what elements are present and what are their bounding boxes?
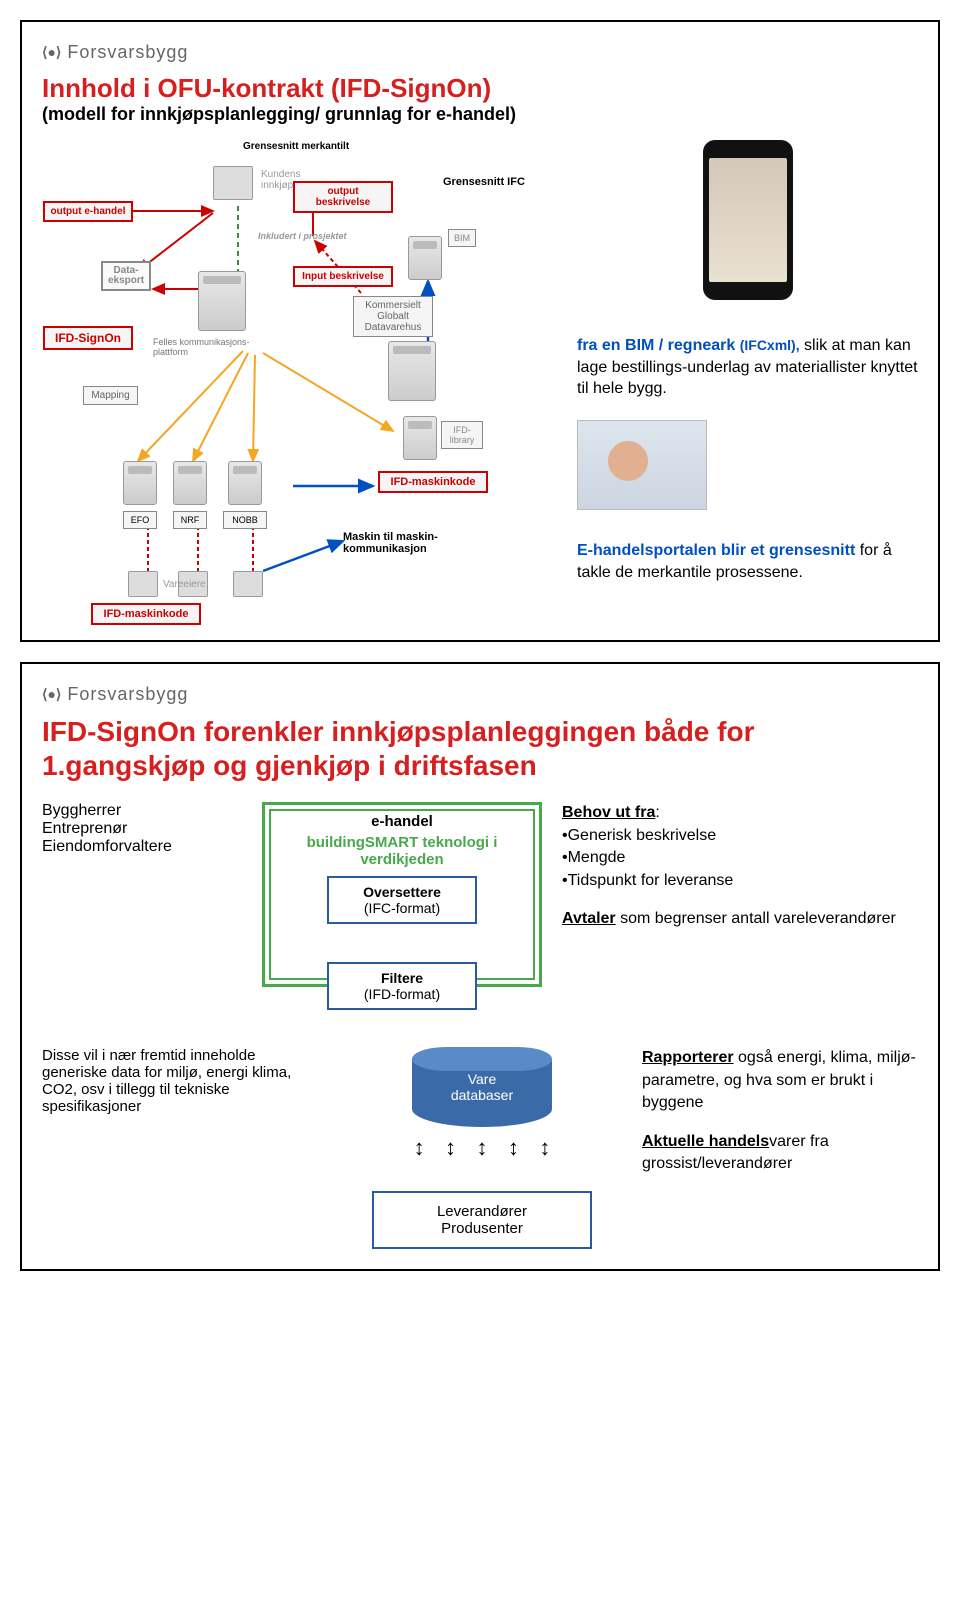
bullet: •Generisk beskrivelse (562, 827, 716, 844)
text-blue: fra en BIM / regneark (577, 337, 740, 354)
slide1-subtitle: (modell for innkjøpsplanlegging/ grunnla… (42, 104, 918, 125)
bullet: •Tidspunkt for leveranse (562, 872, 733, 889)
label-inkludert: Inkludert i prosjektet (258, 231, 347, 241)
hdr: Behov ut fra (562, 804, 655, 821)
hdr: Aktuelle handels (642, 1133, 769, 1150)
role-item: Byggherrer (42, 802, 242, 820)
role-item: Entreprenør (42, 820, 242, 838)
server-icon-2 (388, 341, 436, 401)
updown-arrow-icon: ↕ (477, 1135, 488, 1161)
server-small-icon (408, 236, 442, 280)
label-grensesnitt-merkantilt: Grensesnitt merkantilt (243, 141, 349, 152)
label-ehandel: e-handel (275, 813, 529, 830)
updown-arrow-icon: ↕ (445, 1135, 456, 1161)
box-ifd-maskinkode-2: IFD-maskinkode (91, 603, 201, 625)
box-ifd-library: IFD-library (441, 421, 483, 449)
role-item: Eiendomforvaltere (42, 838, 242, 856)
box-efo: EFO (123, 511, 157, 529)
box-leverandorer: Leverandører Produsenter (372, 1191, 592, 1249)
database-icon: Vare databaser (412, 1047, 552, 1127)
label-grensesnitt-ifc: Grensesnitt IFC (443, 176, 525, 188)
center-stack: e-handel buildingSMART teknologi i verdi… (262, 802, 542, 987)
brand-name: Forsvarsbygg (67, 42, 188, 63)
slide1-right-column: fra en BIM / regneark (IFCxml), slik at … (577, 140, 918, 620)
bullet: •Mengde (562, 849, 625, 866)
architecture-diagram: Grensesnitt merkantilt Kundens innkjøpss… (42, 140, 562, 620)
note-avtaler: Avtaler som begrenser antall vareleveran… (562, 908, 918, 930)
text-blue: E-handelsportalen blir et grensesnitt (577, 542, 855, 559)
brand-logo: ⟨●⟩ Forsvarsbygg (42, 684, 918, 705)
server-ifdlib-icon (403, 416, 437, 460)
box-oversettere: Oversettere (IFC-format) (327, 876, 477, 924)
slide2-title: IFD-SignOn forenkler innkjøpsplanlegging… (42, 715, 918, 782)
monitor-icon (213, 166, 253, 200)
db-label: Vare databaser (447, 1071, 517, 1103)
updown-arrow-icon: ↕ (539, 1135, 550, 1161)
note-behov: Behov ut fra: •Generisk beskrivelse •Men… (562, 802, 918, 892)
iphone-icon (703, 140, 793, 300)
label-bst: buildingSMART teknologi i verdikjeden (275, 834, 529, 868)
cube-icon (173, 461, 207, 505)
label-fif: (IFD-format) (337, 986, 467, 1002)
slide1-title: Innhold i OFU-kontrakt (IFD-SignOn) (42, 73, 918, 104)
green-stack-box: e-handel buildingSMART teknologi i verdi… (262, 802, 542, 987)
updown-arrows: ↕ ↕ ↕ ↕ ↕ (342, 1135, 622, 1161)
label-maskin-kommunikasjon: Maskin til maskin-kommunikasjon (343, 531, 473, 555)
note-rapporterer: Rapporterer også energi, klima, miljø-pa… (642, 1047, 918, 1114)
updown-arrow-icon: ↕ (414, 1135, 425, 1161)
label-ovf: (IFC-format) (337, 900, 467, 916)
box-output-ehandel: output e-handel (43, 201, 133, 222)
label-fi: Filtere (337, 970, 467, 986)
txt: som begrenser antall vareleverandører (616, 910, 896, 927)
hdr: Rapporterer (642, 1049, 734, 1066)
worker-image-icon (577, 420, 707, 510)
label-ov: Oversettere (337, 884, 467, 900)
roles-list: Byggherrer Entreprenør Eiendomforvaltere (42, 802, 242, 856)
text-block-2: E-handelsportalen blir et grensesnitt fo… (577, 540, 918, 583)
box-input-beskrivelse: Input beskrivelse (293, 266, 393, 287)
updown-arrow-icon: ↕ (508, 1135, 519, 1161)
box-output-beskrivelse: output beskrivelse (293, 181, 393, 213)
monitor-small-icon (233, 571, 263, 597)
logo-mark-icon: ⟨●⟩ (42, 686, 61, 703)
right-notes-2: Rapporterer også energi, klima, miljø-pa… (642, 1047, 918, 1191)
cube-icon (123, 461, 157, 505)
lev: Leverandører (384, 1203, 580, 1220)
box-filtere: Filtere (IFD-format) (327, 962, 477, 1010)
box-nrf: NRF (173, 511, 207, 529)
box-nobb: NOBB (223, 511, 267, 529)
label-felles-plattform: Felles kommunikasjons-plattform (153, 337, 283, 357)
box-ifd-maskinkode-1: IFD-maskinkode (378, 471, 488, 493)
box-data-eksport: Data-eksport (101, 261, 151, 291)
hdr: Avtaler (562, 910, 616, 927)
slide-2: ⟨●⟩ Forsvarsbygg IFD-SignOn forenkler in… (20, 662, 940, 1271)
db-stack: Vare databaser ↕ ↕ ↕ ↕ ↕ Leverandører Pr… (342, 1047, 622, 1249)
server-icon (198, 271, 246, 331)
brand-name: Forsvarsbygg (67, 684, 188, 705)
text-bold: (IFCxml), (740, 337, 800, 353)
cube-icon (228, 461, 262, 505)
box-datavarehus: Kommersielt Globalt Datavarehus (353, 296, 433, 337)
prod: Produsenter (384, 1220, 580, 1237)
logo-mark-icon: ⟨●⟩ (42, 44, 61, 61)
brand-logo: ⟨●⟩ Forsvarsbygg (42, 42, 918, 63)
monitor-small-icon (128, 571, 158, 597)
slide-1: ⟨●⟩ Forsvarsbygg Innhold i OFU-kontrakt … (20, 20, 940, 642)
box-ifd-signon: IFD-SignOn (43, 326, 133, 350)
label-vareeiere: Vareeiere (163, 579, 206, 590)
bottom-left-note: Disse vil i nær fremtid inneholde generi… (42, 1047, 322, 1115)
right-notes: Behov ut fra: •Generisk beskrivelse •Men… (562, 802, 918, 946)
box-bim: BIM (448, 229, 476, 247)
note-aktuelle: Aktuelle handelsvarer fra grossist/lever… (642, 1131, 918, 1176)
box-mapping: Mapping (83, 386, 138, 405)
text-block-1: fra en BIM / regneark (IFCxml), slik at … (577, 335, 918, 400)
